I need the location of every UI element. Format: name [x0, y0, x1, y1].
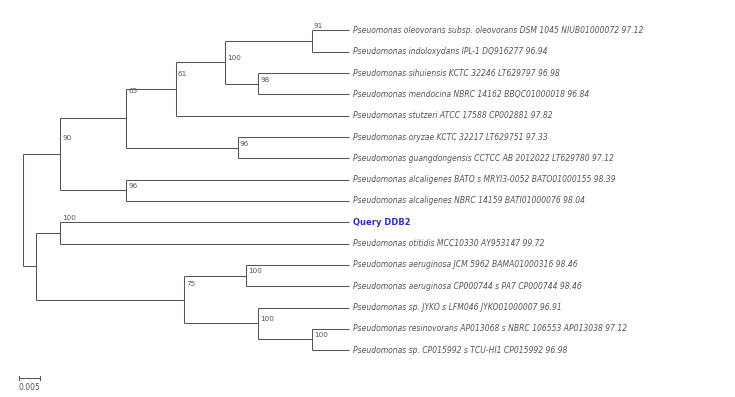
Text: 100: 100 [227, 55, 241, 62]
Text: Pseudomonas oryzae KCTC 32217 LT629751 97.33: Pseudomonas oryzae KCTC 32217 LT629751 9… [353, 133, 548, 141]
Text: 61: 61 [178, 71, 187, 77]
Text: Pseudomonas aeruginosa CP000744 s PA7 CP000744 98.46: Pseudomonas aeruginosa CP000744 s PA7 CP… [353, 282, 582, 291]
Text: 100: 100 [62, 215, 76, 221]
Text: Pseudomonas otitidis MCC10330 AY953147 99.72: Pseudomonas otitidis MCC10330 AY953147 9… [353, 239, 545, 248]
Text: Pseudomonas sihuiensis KCTC 32246 LT629797 96.98: Pseudomonas sihuiensis KCTC 32246 LT6297… [353, 69, 560, 77]
Text: Pseuomonas oleovorans subsp. oleovorans DSM 1045 NIUB01000072 97.12: Pseuomonas oleovorans subsp. oleovorans … [353, 26, 643, 35]
Text: 65: 65 [129, 89, 137, 94]
Text: Pseudomonas indoloxydans IPL-1 DQ916277 96.94: Pseudomonas indoloxydans IPL-1 DQ916277 … [353, 47, 548, 56]
Text: 100: 100 [260, 316, 274, 322]
Text: 75: 75 [186, 281, 196, 287]
Text: Pseudomonas guangdongensis CCTCC AB 2012022 LT629780 97.12: Pseudomonas guangdongensis CCTCC AB 2012… [353, 154, 614, 163]
Text: 0.005: 0.005 [18, 383, 40, 392]
Text: 98: 98 [260, 77, 270, 83]
Text: Pseudomonas resinovorans AP013068 s NBRC 106553 AP013038 97.12: Pseudomonas resinovorans AP013068 s NBRC… [353, 324, 627, 333]
Text: Pseudomonas alcaligenes NBRC 14159 BATI01000076 98.04: Pseudomonas alcaligenes NBRC 14159 BATI0… [353, 197, 585, 206]
Text: 100: 100 [248, 268, 262, 274]
Text: Pseudomonas mendocina NBRC 14162 BBQC01000018 96.84: Pseudomonas mendocina NBRC 14162 BBQC010… [353, 90, 589, 99]
Text: 100: 100 [314, 332, 328, 338]
Text: Pseudomonas stutzeri ATCC 17588 CP002881 97.82: Pseudomonas stutzeri ATCC 17588 CP002881… [353, 111, 553, 120]
Text: Pseudomonas aeruginosa JCM 5962 BAMA01000316 98.46: Pseudomonas aeruginosa JCM 5962 BAMA0100… [353, 260, 578, 270]
Text: 96: 96 [129, 183, 137, 189]
Text: 90: 90 [62, 135, 72, 141]
Text: 91: 91 [314, 23, 323, 29]
Text: 96: 96 [240, 141, 249, 146]
Text: Pseudomonas sp. JYKO s LFM046 JYKO01000007 96.91: Pseudomonas sp. JYKO s LFM046 JYKO010000… [353, 303, 562, 312]
Text: Query DDB2: Query DDB2 [353, 218, 411, 227]
Text: Pseudomonas sp. CP015992 s TCU-HI1 CP015992 96.98: Pseudomonas sp. CP015992 s TCU-HI1 CP015… [353, 346, 567, 355]
Text: Pseudomonas alcaligenes BATO s MRYI3-0052 BATO01000155 98.39: Pseudomonas alcaligenes BATO s MRYI3-005… [353, 175, 616, 184]
